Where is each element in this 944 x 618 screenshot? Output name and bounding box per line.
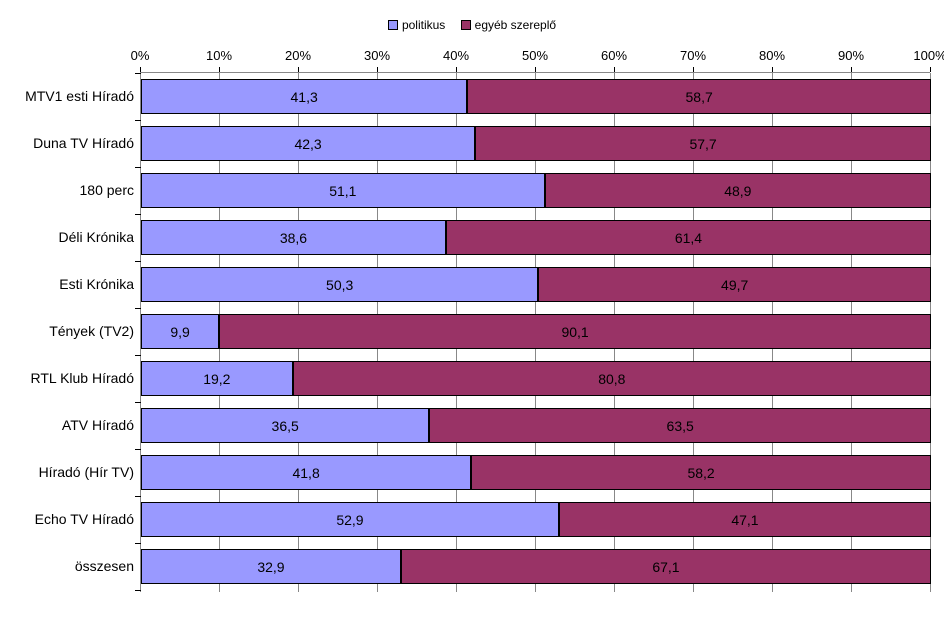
y-axis-tick <box>135 355 141 356</box>
x-axis-tick-label: 90% <box>838 48 864 63</box>
legend-label-politikus: politikus <box>402 18 445 32</box>
bar-segment-egyeb: 58,2 <box>471 455 931 490</box>
bar-segment-politikus: 50,3 <box>141 267 538 302</box>
y-axis-tick <box>135 214 141 215</box>
bar-segment-egyeb: 47,1 <box>559 502 931 537</box>
x-axis-tick-label: 0% <box>131 48 150 63</box>
legend-item-politikus: politikus <box>388 18 445 32</box>
x-axis-tick-label: 30% <box>364 48 390 63</box>
plot-area: 41,358,7 42,357,7 51,148,9 38,661,4 50,349,7… <box>140 72 930 592</box>
legend-item-egyeb: egyéb szereplő <box>461 18 556 32</box>
bar-segment-politikus: 42,3 <box>141 126 475 161</box>
bar-segment-politikus: 19,2 <box>141 361 293 396</box>
bar-segment-egyeb: 80,8 <box>293 361 931 396</box>
bar-row: 19,280,8 <box>141 361 930 396</box>
bar-segment-egyeb: 49,7 <box>538 267 931 302</box>
stacked-bar-chart: politikus egyéb szereplő 0% 10% 20% 30% 40% 5… <box>0 0 944 618</box>
bar-row: 52,947,1 <box>141 502 930 537</box>
category-label: MTV1 esti Híradó <box>25 88 134 104</box>
bar-segment-egyeb: 58,7 <box>467 79 931 114</box>
category-label: összesen <box>75 558 134 574</box>
bar-segment-politikus: 9,9 <box>141 314 219 349</box>
bar-row: 50,349,7 <box>141 267 930 302</box>
bar-segment-egyeb: 90,1 <box>219 314 931 349</box>
y-axis-tick <box>135 73 141 74</box>
category-label: ATV Híradó <box>62 417 134 433</box>
bar-segment-politikus: 41,8 <box>141 455 471 490</box>
category-label: Esti Krónika <box>59 276 134 292</box>
legend: politikus egyéb szereplő <box>0 18 944 33</box>
bar-segment-egyeb: 63,5 <box>429 408 931 443</box>
bar-row: 32,967,1 <box>141 549 930 584</box>
category-label: Déli Krónika <box>59 229 134 245</box>
bar-segment-egyeb: 61,4 <box>446 220 931 255</box>
bar-row: 36,563,5 <box>141 408 930 443</box>
bar-row: 41,358,7 <box>141 79 930 114</box>
bar-row: 41,858,2 <box>141 455 930 490</box>
bar-segment-egyeb: 48,9 <box>545 173 931 208</box>
bar-segment-politikus: 52,9 <box>141 502 559 537</box>
bar-segment-egyeb: 57,7 <box>475 126 931 161</box>
category-label: RTL Klub Híradó <box>31 370 135 386</box>
bar-segment-politikus: 38,6 <box>141 220 446 255</box>
x-axis-tick-label: 70% <box>680 48 706 63</box>
bar-row: 42,357,7 <box>141 126 930 161</box>
bar-segment-politikus: 51,1 <box>141 173 545 208</box>
y-axis-tick <box>135 449 141 450</box>
bar-segment-politikus: 36,5 <box>141 408 429 443</box>
bar-segment-politikus: 41,3 <box>141 79 467 114</box>
x-axis-tick-label: 50% <box>522 48 548 63</box>
category-label: Echo TV Híradó <box>35 511 134 527</box>
x-axis-tick-mark <box>930 67 931 72</box>
x-axis-tick-label: 40% <box>443 48 469 63</box>
y-axis-tick <box>135 120 141 121</box>
category-label: Duna TV Híradó <box>33 135 134 151</box>
legend-swatch-egyeb <box>461 20 471 30</box>
bar-segment-egyeb: 67,1 <box>401 549 931 584</box>
y-axis-tick <box>135 590 141 591</box>
legend-label-egyeb: egyéb szereplő <box>475 18 556 32</box>
x-axis: 0%10%20%30%40%50%60%70%80%90%100% <box>140 48 930 70</box>
y-axis-tick <box>135 167 141 168</box>
legend-swatch-politikus <box>388 20 398 30</box>
x-axis-tick-label: 10% <box>206 48 232 63</box>
category-label: 180 perc <box>80 182 134 198</box>
y-axis-tick <box>135 543 141 544</box>
bar-segment-politikus: 32,9 <box>141 549 401 584</box>
bar-row: 38,661,4 <box>141 220 930 255</box>
y-axis-tick <box>135 308 141 309</box>
y-axis-tick <box>135 496 141 497</box>
y-axis-tick <box>135 402 141 403</box>
x-axis-tick-label: 60% <box>601 48 627 63</box>
bar-row: 9,990,1 <box>141 314 930 349</box>
bar-row: 51,148,9 <box>141 173 930 208</box>
x-axis-tick-label: 80% <box>759 48 785 63</box>
category-label: Híradó (Hír TV) <box>39 464 134 480</box>
x-axis-tick-label: 100% <box>913 48 944 63</box>
y-axis-tick <box>135 261 141 262</box>
category-label: Tények (TV2) <box>49 323 134 339</box>
x-axis-tick-label: 20% <box>285 48 311 63</box>
